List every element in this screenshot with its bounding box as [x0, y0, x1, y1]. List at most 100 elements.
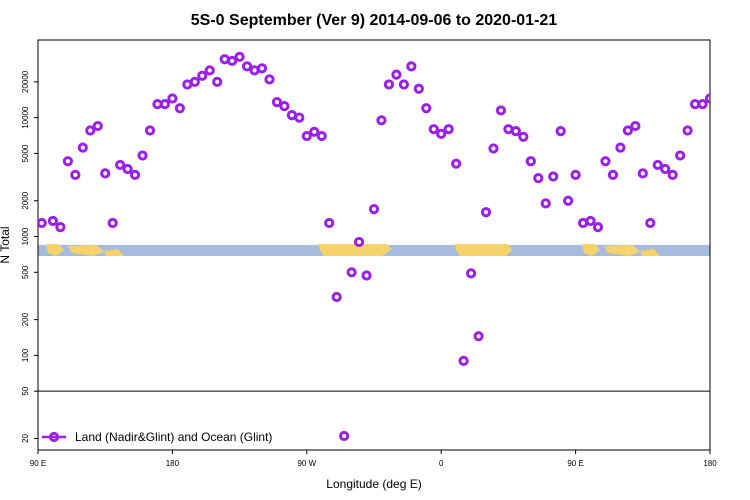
data-point — [428, 124, 439, 135]
legend: Land (Nadir&Glint) and Ocean (Glint) — [42, 430, 272, 444]
land-maritime-se-asia-2 — [582, 244, 600, 256]
data-point — [637, 168, 648, 179]
y-tick-label-1: 50 — [21, 386, 30, 395]
y-tick-label-4: 500 — [21, 265, 30, 279]
y-tick-label-8: 10000 — [21, 106, 30, 129]
data-point — [159, 99, 171, 110]
data-point — [279, 101, 290, 112]
data-point — [600, 156, 611, 167]
data-point — [294, 112, 305, 123]
y-tick-label-0: 20 — [21, 433, 30, 442]
data-point — [383, 79, 395, 90]
data-point — [421, 103, 432, 114]
land-australia-north — [104, 249, 124, 256]
data-point — [540, 198, 551, 209]
data-point — [227, 55, 238, 67]
y-tick-label-3: 200 — [21, 312, 30, 326]
data-point — [361, 270, 372, 281]
data-point — [137, 150, 148, 161]
data-point — [660, 163, 671, 175]
x-axis: 90 E 180 90 W 0 90 E 180 — [30, 450, 717, 468]
land-australia-north-2 — [640, 249, 660, 256]
data-point — [525, 156, 536, 167]
chart-title: 5S-0 September (Ver 9) 2014-09-06 to 202… — [191, 12, 558, 29]
data-point — [62, 156, 73, 167]
data-point — [630, 120, 641, 132]
data-point — [398, 79, 409, 90]
data-point — [234, 51, 245, 62]
land-south-america — [318, 244, 392, 256]
data-point — [518, 131, 529, 142]
data-point — [316, 130, 327, 142]
data-point — [458, 355, 469, 366]
data-point — [436, 128, 447, 139]
data-point — [55, 222, 66, 233]
legend-label: Land (Nadir&Glint) and Ocean (Glint) — [75, 430, 272, 444]
data-point — [301, 130, 312, 142]
data-point — [107, 217, 118, 229]
data-point — [241, 61, 253, 72]
data-point — [607, 169, 619, 180]
data-point — [548, 171, 559, 182]
data-point — [324, 217, 335, 229]
data-point — [495, 105, 507, 116]
data-point — [100, 168, 111, 179]
x-tick-label-4: 90 E — [567, 459, 583, 468]
land-shapes — [46, 244, 660, 256]
data-point — [38, 217, 47, 229]
y-tick-label-9: 20000 — [21, 70, 30, 93]
data-point — [264, 74, 275, 85]
data-point — [376, 115, 387, 126]
data-point — [391, 69, 402, 80]
data-point — [256, 63, 268, 74]
data-point — [122, 163, 133, 175]
data-point — [129, 169, 141, 180]
data-point — [85, 125, 96, 136]
land-maritime-se-asia — [46, 244, 64, 256]
data-point — [615, 142, 626, 153]
data-point — [70, 169, 81, 180]
data-point — [309, 126, 320, 137]
x-tick-label-0: 90 E — [30, 459, 46, 468]
data-point — [339, 430, 350, 442]
data-point — [465, 268, 477, 279]
data-point — [443, 124, 454, 135]
data-point — [682, 125, 693, 136]
data-point — [652, 159, 663, 171]
plot-frame — [37, 39, 711, 451]
data-point — [115, 159, 126, 171]
data-point — [592, 222, 604, 233]
y-tick-label-7: 5000 — [21, 144, 30, 162]
data-point — [645, 217, 656, 229]
data-point — [473, 331, 484, 342]
data-point — [167, 93, 178, 104]
data-point — [488, 143, 499, 154]
data-point — [92, 120, 103, 132]
data-point — [174, 103, 185, 114]
data-point — [533, 173, 544, 184]
x-tick-label-1: 180 — [166, 459, 180, 468]
data-point — [704, 93, 710, 104]
data-point — [47, 215, 59, 227]
x-axis-label: Longitude (deg E) — [326, 477, 421, 491]
land-africa — [455, 244, 512, 256]
data-point — [622, 125, 633, 136]
y-axis: 20 50 100 200 500 1000 2000 5000 10000 20000 — [21, 70, 38, 443]
data-point — [510, 126, 521, 137]
data-point — [585, 215, 596, 227]
x-tick-label-5: 180 — [703, 459, 717, 468]
legend-marker — [48, 431, 60, 443]
data-point — [563, 195, 574, 206]
y-tick-label-6: 2000 — [21, 191, 30, 209]
data-point — [555, 126, 566, 137]
data-point — [197, 70, 208, 81]
map-band — [38, 244, 710, 256]
land-new-guinea — [68, 245, 104, 256]
data-point — [451, 158, 462, 169]
data-point — [480, 207, 492, 218]
data-point — [271, 97, 283, 108]
data-points — [38, 51, 710, 442]
data-point — [144, 125, 156, 136]
x-tick-label-2: 90 W — [297, 459, 316, 468]
